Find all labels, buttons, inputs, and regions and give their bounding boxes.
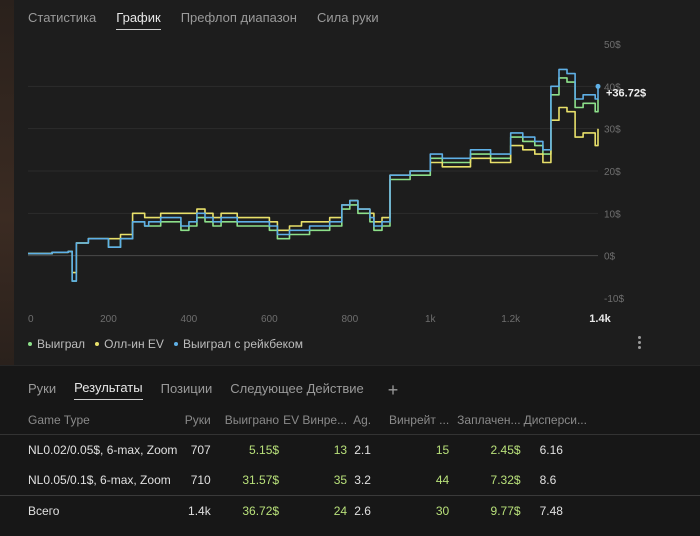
x-tick-label: 400 <box>181 314 198 325</box>
table-row[interactable]: NL0.05/0.1$, 6-max, Zoom 710 31.57$ 35 3… <box>0 465 700 496</box>
tab-hands[interactable]: Руки <box>28 380 57 396</box>
col-hands[interactable]: Руки <box>184 413 211 427</box>
series-line-allin-ev <box>28 106 599 274</box>
cell-total-winrate: 30 <box>376 495 451 526</box>
results-panel: Руки Результаты Позиции Следующее Действ… <box>0 365 700 536</box>
x-end-label: 1.4k <box>589 313 611 325</box>
tab-statistics[interactable]: Статистика <box>28 10 97 25</box>
cell-paid-rake: 2.45$ <box>450 434 522 465</box>
cell-aggression: 2.1 <box>348 434 377 465</box>
cell-ev-winrate: 13 <box>280 434 349 465</box>
y-tick-label: 30$ <box>604 125 621 136</box>
legend-label-won: Выиграл <box>37 337 86 351</box>
x-tick-label: 200 <box>100 314 117 325</box>
tab-positions[interactable]: Позиции <box>160 380 213 396</box>
x-tick-label: 800 <box>341 314 358 325</box>
tab-preflop-range[interactable]: Префлоп диапазон <box>180 10 297 25</box>
cell-total-aggression: 2.6 <box>348 495 377 526</box>
col-paid-rake[interactable]: Заплачен... <box>457 413 521 427</box>
col-ev-winrate[interactable]: EV Винре... <box>283 413 348 427</box>
y-tick-label: 0$ <box>604 252 616 263</box>
cell-aggression: 3.2 <box>354 473 371 487</box>
bottom-tabs: Руки Результаты Позиции Следующее Действ… <box>28 380 398 400</box>
cell-winrate: 15 <box>376 434 451 465</box>
table-row[interactable]: NL0.02/0.05$, 6-max, Zoom 707 5.15$ 13 2… <box>0 434 700 465</box>
x-tick-label: 0 <box>28 314 34 325</box>
col-won[interactable]: Выиграно <box>224 413 280 427</box>
x-tick-label: 1.2k <box>501 314 521 325</box>
y-tick-label: -10$ <box>604 294 624 305</box>
cell-total-label: Всего <box>0 495 184 526</box>
cell-total-paid-rake: 9.77$ <box>450 495 522 526</box>
plus-icon[interactable]: + <box>387 379 399 400</box>
tab-graph[interactable]: График <box>116 10 161 30</box>
legend-dot-rakeback <box>173 342 178 346</box>
cell-total-variance: 7.48 <box>521 495 700 526</box>
tab-hand-strength[interactable]: Сила руки <box>316 10 379 25</box>
end-point-marker <box>595 83 601 89</box>
graph-panel <box>14 0 700 365</box>
col-game-type[interactable]: Game Type <box>28 413 90 427</box>
results-table: Game Type Руки Выиграно EV Винре... Ag. … <box>0 406 700 526</box>
results-graph: 50$ 40$ 30$ 20$ 10$ 0$ -10$ 0 200 400 600 800 1k 1.2k… <box>28 40 646 325</box>
x-tick-label: 1k <box>425 314 437 325</box>
table-header-row: Game Type Руки Выиграно EV Винре... Ag. … <box>0 406 700 435</box>
cell-hands: 710 <box>190 473 211 487</box>
cell-winrate: 44 <box>435 473 450 487</box>
cell-won: 5.15$ <box>211 434 281 465</box>
chart-legend: Выиграл Олл-ин EV Выиграл с рейкбеком <box>28 337 303 351</box>
legend-item-rakeback[interactable]: Выиграл с рейкбеком <box>173 337 303 351</box>
col-aggression[interactable]: Ag. <box>353 413 372 427</box>
series-line-rakeback <box>28 68 599 282</box>
table-total-row[interactable]: Всего 1.4k 36.72$ 24 2.6 30 9.77$ 7.48 <box>0 495 700 526</box>
y-tick-label: 10$ <box>604 209 621 220</box>
tab-next-action[interactable]: Следующее Действие <box>230 380 364 396</box>
legend-dot-won <box>28 342 32 346</box>
cell-paid-rake: 7.32$ <box>490 473 521 487</box>
window-edge <box>0 0 14 365</box>
col-variance[interactable]: Дисперси... <box>523 413 587 427</box>
cell-total-ev-winrate: 24 <box>280 495 349 526</box>
legend-dot-allin-ev <box>95 342 100 346</box>
y-tick-label: 40$ <box>604 82 621 93</box>
legend-label-allin-ev: Олл-ин EV <box>104 337 164 351</box>
y-tick-label: 50$ <box>604 40 621 51</box>
cell-variance: 8.6 <box>539 473 557 487</box>
cell-variance: 6.16 <box>521 434 700 465</box>
tab-results[interactable]: Результаты <box>74 380 143 400</box>
legend-item-allin-ev[interactable]: Олл-ин EV <box>95 337 164 351</box>
col-winrate[interactable]: Винрейт ... <box>388 413 450 427</box>
cell-game-type: NL0.02/0.05$, 6-max, Zoom <box>0 434 184 465</box>
y-tick-label: 20$ <box>604 167 621 178</box>
legend-label-rakeback: Выиграл с рейкбеком <box>182 337 303 351</box>
cell-total-won: 36.72$ <box>211 495 281 526</box>
cell-won: 31.57$ <box>242 473 280 487</box>
more-options-icon[interactable] <box>634 334 644 351</box>
end-value-label: +36.72$ <box>606 87 646 99</box>
cell-hands: 707 <box>183 434 212 465</box>
cell-game-type: NL0.05/0.1$, 6-max, Zoom <box>28 473 171 487</box>
series-line-won <box>28 77 599 282</box>
legend-item-won[interactable]: Выиграл <box>28 337 85 351</box>
cell-ev-winrate: 35 <box>333 473 348 487</box>
x-tick-label: 600 <box>261 314 278 325</box>
top-tabs: Статистика График Префлоп диапазон Сила … <box>28 10 379 30</box>
cell-total-hands: 1.4k <box>183 495 212 526</box>
